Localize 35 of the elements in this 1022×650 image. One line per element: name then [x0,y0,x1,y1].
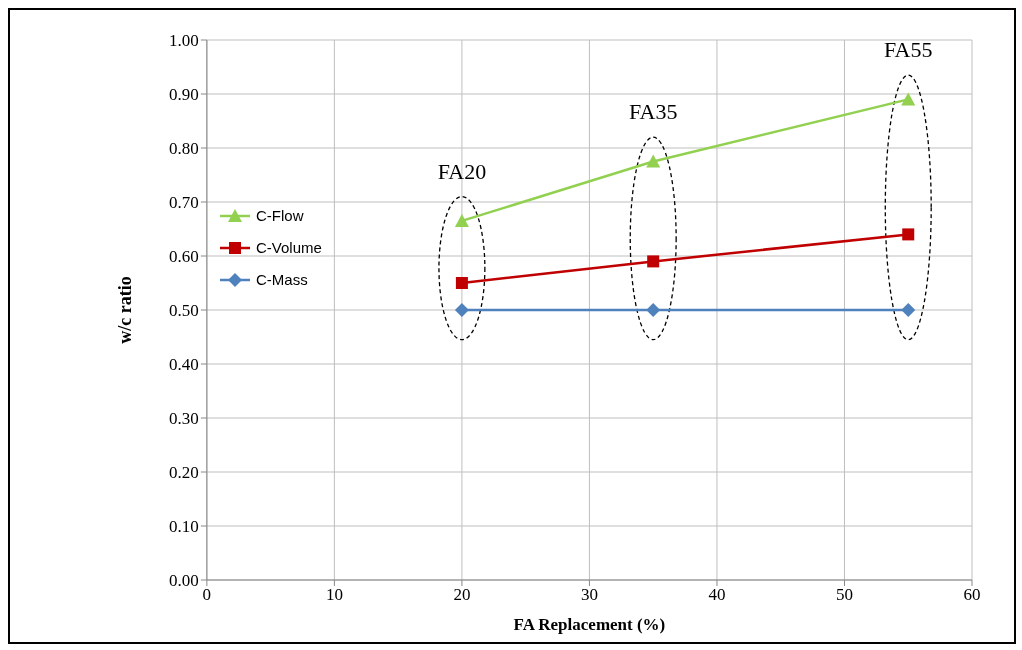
y-tick-label: 0.50 [169,301,199,321]
point [647,255,660,268]
point [901,303,916,317]
point [646,154,661,168]
x-tick-label: 20 [453,585,471,605]
point [901,92,916,106]
y-tick-label: 0.40 [169,355,199,375]
x-tick-label: 10 [325,585,343,605]
y-tick-label: 0.20 [169,463,199,483]
x-tick-label: 30 [580,585,598,605]
x-tick-label: 40 [708,585,726,605]
legend-label: C-Mass [256,270,308,290]
y-tick-label: 0.70 [169,193,199,213]
x-tick-label: 50 [835,585,853,605]
x-axis-title: FA Replacement (%) [513,615,666,634]
y-tick-label: 0.60 [169,247,199,267]
y-tick-label: 0.30 [169,409,199,429]
y-tick-label: 0.90 [169,85,199,105]
y-tick-label: 0.00 [169,571,199,591]
y-tick-label: 0.10 [169,517,199,537]
y-tick-label: 1.00 [169,31,199,51]
point [454,213,469,227]
point [902,228,915,241]
point [454,303,469,317]
annotation: FA55 [883,37,933,63]
y-tick-label: 0.80 [169,139,199,159]
y-axis-title: w/c ratio [115,276,136,344]
point [455,277,468,289]
legend-label: C-Flow [256,206,304,226]
x-tick-label: 0 [202,585,212,605]
legend-label: C-Volume [256,238,322,258]
point [646,303,661,317]
x-tick-label: 60 [963,585,981,605]
annotation: FA35 [628,99,678,125]
annotation: FA20 [437,158,487,184]
